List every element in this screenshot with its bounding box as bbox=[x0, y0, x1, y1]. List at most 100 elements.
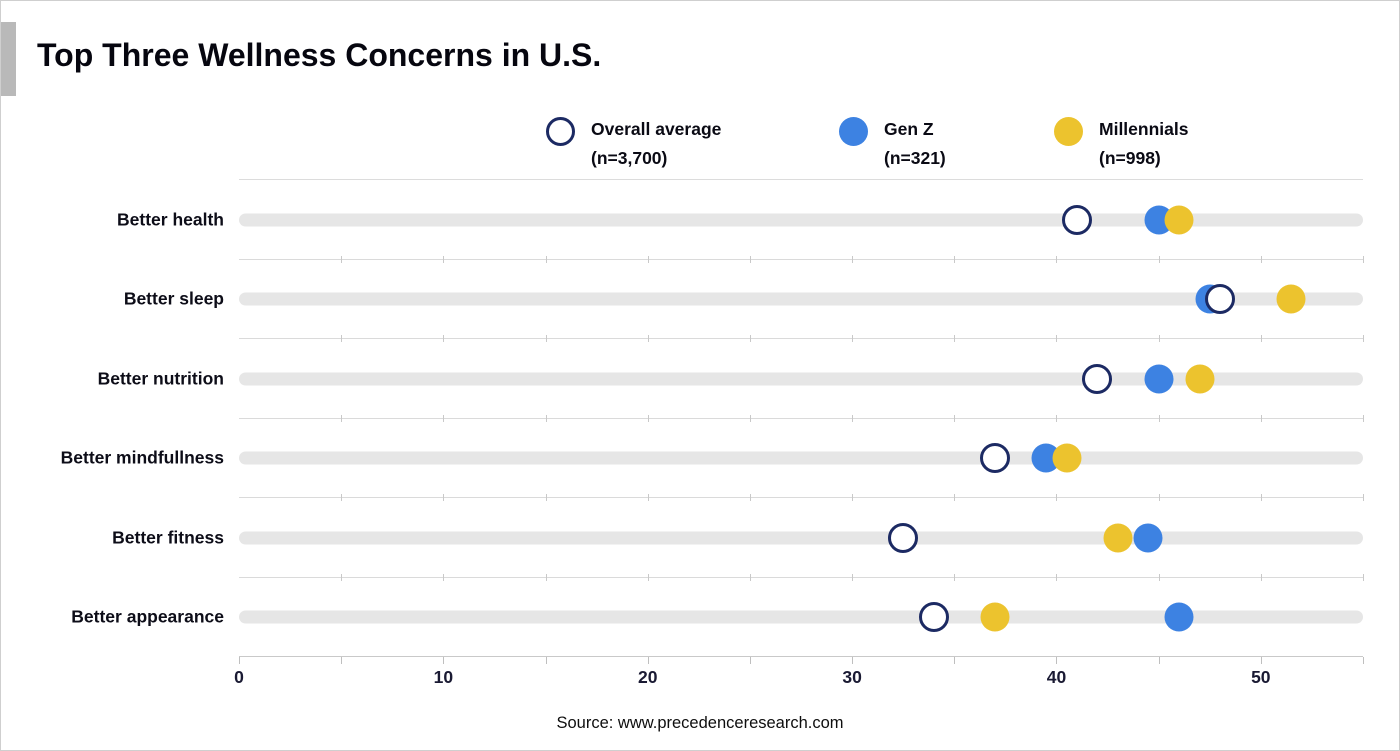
category-label: Better health bbox=[117, 209, 224, 230]
minor-tick bbox=[545, 414, 547, 422]
legend-item-millennials: Millennials (n=998) bbox=[1054, 115, 1188, 173]
minor-tick bbox=[1260, 414, 1262, 422]
category-label: Better mindfullness bbox=[60, 447, 224, 468]
minor-tick bbox=[1158, 255, 1160, 263]
axis-tick bbox=[443, 657, 445, 664]
dot-millennials bbox=[980, 602, 1010, 632]
minor-tick bbox=[647, 255, 649, 263]
minor-tick bbox=[954, 255, 956, 263]
chart-row-better-nutrition: Better nutrition bbox=[98, 339, 1364, 422]
minor-tick bbox=[1056, 255, 1058, 263]
axis-tick bbox=[852, 657, 854, 664]
axis-tick-label: 50 bbox=[1251, 667, 1271, 687]
minor-tick bbox=[749, 573, 751, 581]
chart-row-better-mindfullness: Better mindfullness bbox=[61, 419, 1364, 501]
gen-z-circle-icon bbox=[839, 117, 868, 146]
dot-gen-z bbox=[1144, 364, 1174, 394]
chart-legend: Overall average (n=3,700) Gen Z (n=321) … bbox=[1, 115, 1399, 175]
minor-tick bbox=[749, 414, 751, 422]
row-separator bbox=[239, 338, 1363, 339]
chart-row-better-sleep: Better sleep bbox=[124, 260, 1364, 342]
axis-tick bbox=[1363, 657, 1364, 664]
minor-tick bbox=[1363, 494, 1364, 501]
dot-overall-average bbox=[1082, 363, 1113, 394]
source-attribution: Source: www.precedenceresearch.com bbox=[556, 714, 844, 732]
axis-tick-label: 0 bbox=[234, 667, 244, 687]
minor-tick bbox=[443, 335, 445, 342]
minor-tick bbox=[749, 494, 751, 501]
minor-tick bbox=[545, 573, 547, 581]
minor-tick bbox=[1260, 573, 1262, 581]
minor-tick bbox=[1158, 573, 1160, 581]
category-label: Better sleep bbox=[123, 288, 224, 309]
legend-series-name: Millennials bbox=[1099, 119, 1189, 139]
chart-row-better-health: Better health bbox=[117, 180, 1364, 263]
minor-tick bbox=[852, 414, 854, 422]
minor-tick bbox=[1363, 255, 1364, 263]
legend-series-n: (n=321) bbox=[884, 148, 946, 168]
minor-tick bbox=[852, 335, 854, 342]
legend-label: Gen Z (n=321) bbox=[884, 115, 946, 173]
row-separator bbox=[239, 417, 1363, 419]
axis-tick bbox=[749, 657, 751, 664]
legend-item-gen-z: Gen Z (n=321) bbox=[839, 115, 946, 173]
legend-item-overall-average: Overall average (n=3,700) bbox=[546, 115, 721, 173]
minor-tick bbox=[647, 335, 649, 342]
minor-tick bbox=[647, 573, 649, 581]
category-track-bar bbox=[239, 372, 1363, 386]
axis-tick bbox=[341, 657, 343, 664]
legend-label: Millennials (n=998) bbox=[1099, 115, 1188, 173]
minor-tick bbox=[341, 573, 343, 581]
dot-millennials bbox=[1052, 443, 1082, 473]
dot-millennials bbox=[1185, 364, 1214, 394]
legend-series-n: (n=3,700) bbox=[591, 148, 668, 168]
category-label: Better nutrition bbox=[97, 368, 224, 389]
dot-overall-average bbox=[888, 522, 919, 553]
minor-tick bbox=[443, 573, 445, 581]
plot-area: Better health Better sleep Better nutritio… bbox=[61, 179, 1364, 658]
dot-overall-average bbox=[1061, 204, 1092, 235]
chart-row-better-fitness: Better fitness bbox=[112, 498, 1364, 581]
axis-tick-label: 40 bbox=[1046, 667, 1067, 687]
legend-series-name: Gen Z bbox=[884, 119, 934, 139]
category-label: Better appearance bbox=[71, 606, 224, 627]
minor-tick bbox=[647, 494, 649, 501]
category-track-bar bbox=[239, 213, 1363, 227]
overall-average-circle-icon bbox=[546, 117, 575, 146]
minor-tick bbox=[341, 414, 343, 422]
minor-tick bbox=[1363, 573, 1364, 581]
axis-tick bbox=[1158, 657, 1160, 664]
minor-tick bbox=[341, 494, 343, 501]
axis-tick bbox=[1260, 657, 1262, 664]
category-track-bar bbox=[239, 610, 1363, 624]
minor-tick bbox=[1363, 414, 1364, 422]
dot-gen-z bbox=[1133, 523, 1163, 553]
minor-tick bbox=[341, 255, 343, 263]
minor-tick bbox=[749, 335, 751, 342]
minor-tick bbox=[545, 494, 547, 501]
dot-overall-average bbox=[1204, 284, 1235, 315]
minor-tick bbox=[1260, 255, 1262, 263]
minor-tick bbox=[545, 335, 547, 342]
row-separator bbox=[239, 497, 1363, 498]
legend-series-name: Overall average bbox=[591, 119, 722, 139]
dot-millennials bbox=[1164, 205, 1194, 235]
row-separator bbox=[239, 258, 1363, 260]
accent-bar bbox=[1, 22, 16, 96]
minor-tick bbox=[341, 335, 343, 342]
minor-tick bbox=[1158, 494, 1160, 501]
axis-tick bbox=[1056, 657, 1058, 664]
chart-row-better-appearance: Better appearance bbox=[71, 578, 1363, 658]
minor-tick bbox=[1363, 335, 1364, 342]
legend-label: Overall average (n=3,700) bbox=[591, 115, 721, 173]
legend-series-n: (n=998) bbox=[1099, 148, 1161, 168]
axis-tick bbox=[239, 657, 240, 664]
minor-tick bbox=[954, 494, 956, 501]
minor-tick bbox=[1158, 414, 1160, 422]
page-title: Top Three Wellness Concerns in U.S. bbox=[37, 37, 602, 73]
minor-tick bbox=[852, 255, 854, 263]
category-track-bar bbox=[239, 451, 1363, 465]
x-axis: 0 10 20 30 40 50 bbox=[234, 656, 1364, 701]
axis-tick-label: 10 bbox=[433, 667, 454, 687]
minor-tick bbox=[954, 573, 956, 581]
